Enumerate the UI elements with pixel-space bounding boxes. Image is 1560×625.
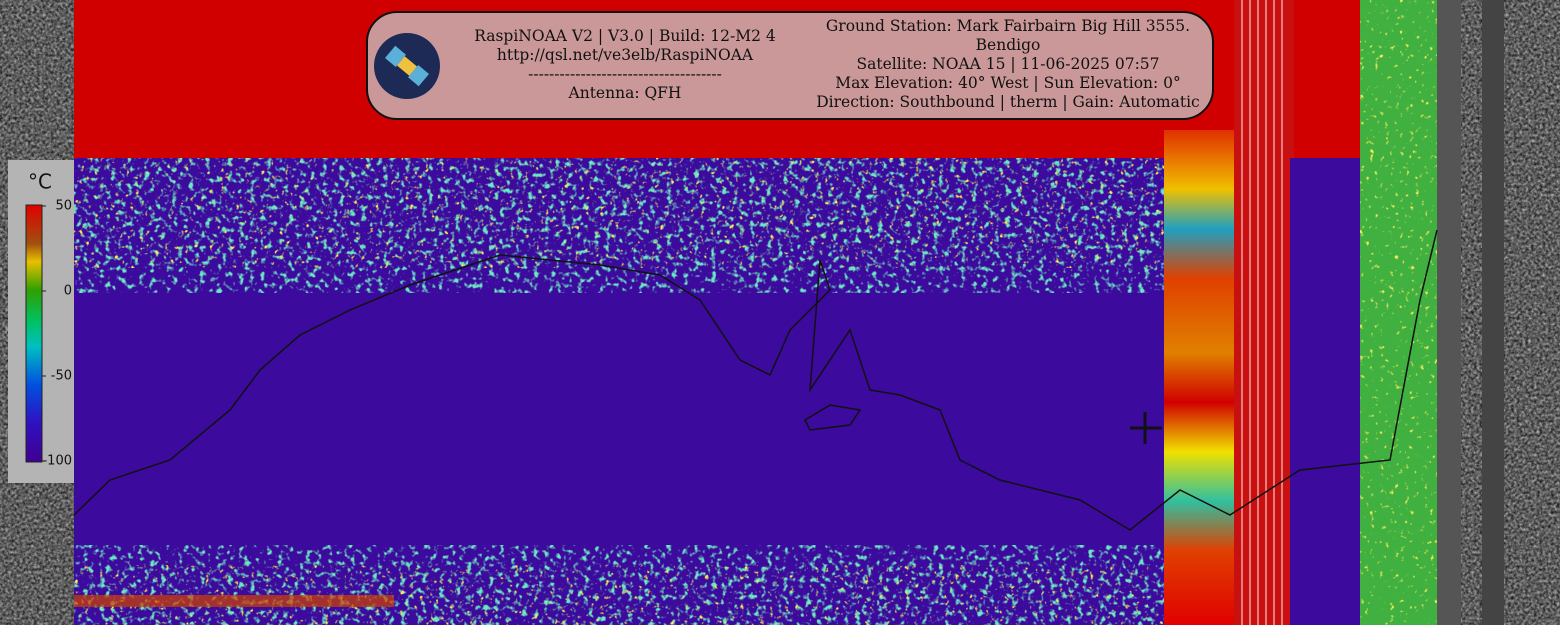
tick-label: -100 (42, 454, 72, 469)
crosshair (1130, 412, 1162, 444)
info-box (366, 11, 1214, 120)
header-line: Ground Station: Mark Fairbairn Big Hill … (826, 17, 1190, 35)
speckle (1360, 0, 1438, 625)
header-line: Antenna: QFH (568, 84, 682, 102)
header-line: RaspiNOAA V2 | V3.0 | Build: 12-M2 4 (474, 27, 776, 45)
header-line: Bendigo (976, 36, 1041, 54)
warm-strip (1164, 130, 1234, 625)
colorbar (25, 204, 43, 463)
colorbar-unit: °C (28, 170, 52, 194)
stripes (1241, 0, 1283, 625)
header-line: Direction: Southbound | therm | Gain: Au… (816, 93, 1199, 111)
streak (74, 595, 394, 607)
header-line: http://qsl.net/ve3elb/RaspiNOAA (497, 46, 754, 64)
coastline (73, 229, 1438, 531)
header-line: Max Elevation: 40° West | Sun Elevation:… (835, 74, 1181, 92)
cold-area (1290, 158, 1362, 625)
stripe (1482, 0, 1504, 625)
header-line: Satellite: NOAA 15 | 11-06-2025 07:57 (856, 55, 1159, 73)
tick-label: 50 (55, 199, 72, 214)
tick-label: 0 (64, 284, 72, 299)
stripe-area (1234, 0, 1294, 625)
stripe (1437, 0, 1461, 625)
logo-icon (385, 45, 429, 87)
speckle (74, 158, 1164, 268)
island (804, 404, 862, 431)
header-line: ------------------------------------- (528, 65, 722, 83)
tick-label: -50 (51, 369, 72, 384)
